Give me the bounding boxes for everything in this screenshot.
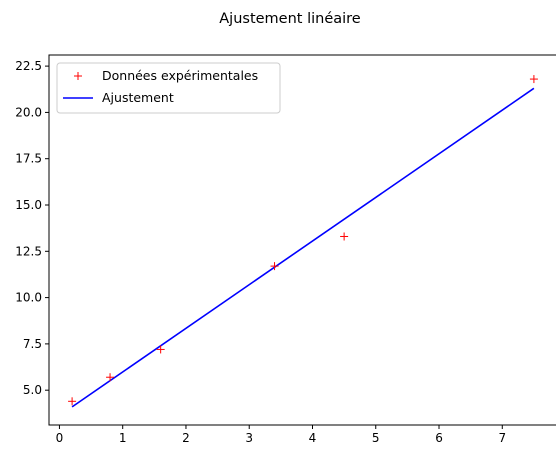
- legend-label-donnees: Données expérimentales: [102, 68, 258, 83]
- plot-frame: [48, 54, 556, 426]
- legend-plus-marker: [74, 72, 82, 80]
- data-point: [68, 397, 77, 406]
- plot-area: [68, 75, 538, 408]
- y-tick-label: 12.5: [15, 244, 42, 258]
- chart-title: Ajustement linéaire: [219, 11, 361, 27]
- y-axis: 5.0 7.5 10.0 12.5 15.0 17.5 20.0 22.5: [15, 59, 49, 397]
- x-axis: 0 1 2 3 4 5 6 7: [56, 425, 506, 445]
- scatter-series: [68, 75, 538, 406]
- legend-marker-donnees: [74, 72, 82, 80]
- data-point: [156, 345, 165, 354]
- x-tick-label: 5: [372, 431, 380, 445]
- legend-box: [56, 62, 281, 114]
- data-point: [106, 373, 115, 382]
- data-point: [529, 75, 538, 84]
- x-tick-label: 4: [309, 431, 317, 445]
- data-point: [340, 232, 349, 241]
- y-tick-label: 10.0: [15, 291, 42, 305]
- x-tick-label: 0: [56, 431, 64, 445]
- x-tick-label: 3: [245, 431, 253, 445]
- legend: Données expérimentales Ajustement: [56, 62, 281, 114]
- x-tick-label: 1: [119, 431, 127, 445]
- series-line-ajustement: [71, 87, 535, 408]
- y-tick-label: 15.0: [15, 198, 42, 212]
- x-tick-label: 7: [498, 431, 506, 445]
- y-tick-label: 20.0: [15, 105, 42, 119]
- data-point: [270, 262, 279, 271]
- y-tick-label: 5.0: [23, 383, 42, 397]
- x-tick-label: 2: [182, 431, 190, 445]
- y-tick-label: 7.5: [23, 337, 42, 351]
- legend-label-ajustement: Ajustement: [102, 90, 174, 105]
- y-tick-label: 17.5: [15, 152, 42, 166]
- x-tick-label: 6: [435, 431, 443, 445]
- y-tick-label: 22.5: [15, 59, 42, 73]
